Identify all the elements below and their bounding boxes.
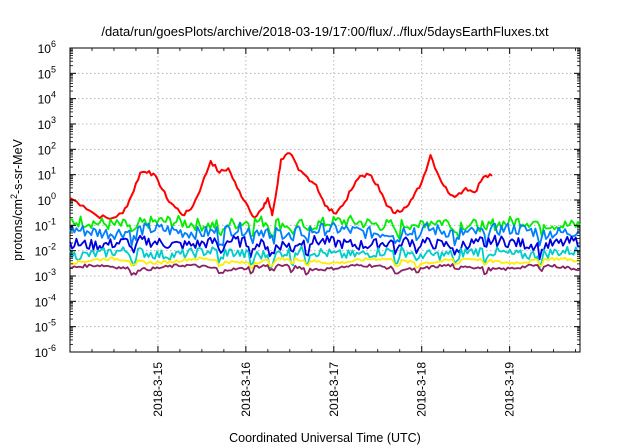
y-tick-exp: -3 bbox=[48, 267, 56, 277]
y-tick-label: 104 bbox=[38, 90, 56, 107]
y-tick-base: 10 bbox=[38, 194, 52, 208]
series-line-2 bbox=[69, 214, 581, 240]
y-tick-label: 10-1 bbox=[35, 216, 56, 233]
y-axis: 10610510410310210110010-110-210-310-410-… bbox=[35, 39, 580, 360]
y-tick-label: 102 bbox=[38, 140, 56, 157]
y-tick-label: 105 bbox=[38, 64, 56, 81]
grid bbox=[70, 48, 580, 352]
y-tick-exp: -1 bbox=[48, 216, 56, 226]
y-tick-base: 10 bbox=[35, 295, 49, 309]
series-line-7 bbox=[70, 263, 581, 276]
y-tick-base: 10 bbox=[38, 67, 52, 81]
y-tick-label: 10-5 bbox=[35, 318, 56, 335]
y-tick-label: 10-6 bbox=[35, 343, 56, 360]
y-tick-exp: -6 bbox=[48, 343, 56, 353]
y-tick-label: 100 bbox=[38, 191, 56, 208]
y-axis-label-rest: -s-sr-MeV bbox=[11, 138, 25, 194]
y-tick-exp: -4 bbox=[48, 292, 56, 302]
y-axis-label: protons/cm2-s-sr-MeV bbox=[9, 138, 25, 260]
series-line-6 bbox=[69, 256, 581, 269]
y-tick-label: 103 bbox=[38, 115, 56, 132]
y-tick-exp: 2 bbox=[51, 140, 56, 150]
y-tick-exp: 1 bbox=[51, 166, 56, 176]
x-tick-label: 2018-3-15 bbox=[151, 362, 165, 417]
series-line-3 bbox=[69, 221, 581, 248]
x-tick-label: 2018-3-19 bbox=[503, 362, 517, 417]
x-tick-label: 2018-3-17 bbox=[327, 362, 341, 417]
y-tick-base: 10 bbox=[38, 143, 52, 157]
y-tick-exp: 3 bbox=[51, 115, 56, 125]
y-axis-label-base: protons/cm bbox=[11, 199, 25, 261]
y-tick-base: 10 bbox=[38, 169, 52, 183]
y-tick-label: 106 bbox=[38, 39, 56, 56]
x-axis: 2018-3-15 2018-3-16 2018-3-17 2018-3-18 2018… bbox=[91, 48, 577, 417]
y-tick-exp: 0 bbox=[51, 191, 56, 201]
y-tick-base: 10 bbox=[38, 118, 52, 132]
chart-title: /data/run/goesPlots/archive/2018-03-19/1… bbox=[101, 24, 549, 39]
y-tick-exp: 4 bbox=[51, 90, 56, 100]
y-tick-base: 10 bbox=[38, 93, 52, 107]
series-line-4 bbox=[69, 234, 581, 261]
y-tick-label: 10-4 bbox=[35, 292, 56, 309]
y-axis-label-sup: 2 bbox=[9, 194, 19, 199]
series-line-5 bbox=[69, 245, 581, 270]
y-tick-label: 101 bbox=[38, 166, 56, 183]
x-tick-label: 2018-3-16 bbox=[239, 362, 253, 417]
x-axis-label: Coordinated Universal Time (UTC) bbox=[229, 431, 421, 445]
y-tick-exp: -5 bbox=[48, 318, 56, 328]
y-tick-label: 10-3 bbox=[35, 267, 56, 284]
y-tick-base: 10 bbox=[35, 321, 49, 335]
y-tick-exp: -2 bbox=[48, 242, 56, 252]
series-group bbox=[69, 152, 581, 276]
y-tick-base: 10 bbox=[35, 245, 49, 259]
y-tick-base: 10 bbox=[35, 270, 49, 284]
y-tick-exp: 6 bbox=[51, 39, 56, 49]
series-line-1 bbox=[69, 152, 493, 220]
y-tick-base: 10 bbox=[38, 42, 52, 56]
y-tick-base: 10 bbox=[35, 346, 49, 360]
x-tick-label: 2018-3-18 bbox=[415, 362, 429, 417]
y-tick-label: 10-2 bbox=[35, 242, 56, 259]
y-tick-exp: 5 bbox=[51, 64, 56, 74]
y-tick-base: 10 bbox=[35, 219, 49, 233]
